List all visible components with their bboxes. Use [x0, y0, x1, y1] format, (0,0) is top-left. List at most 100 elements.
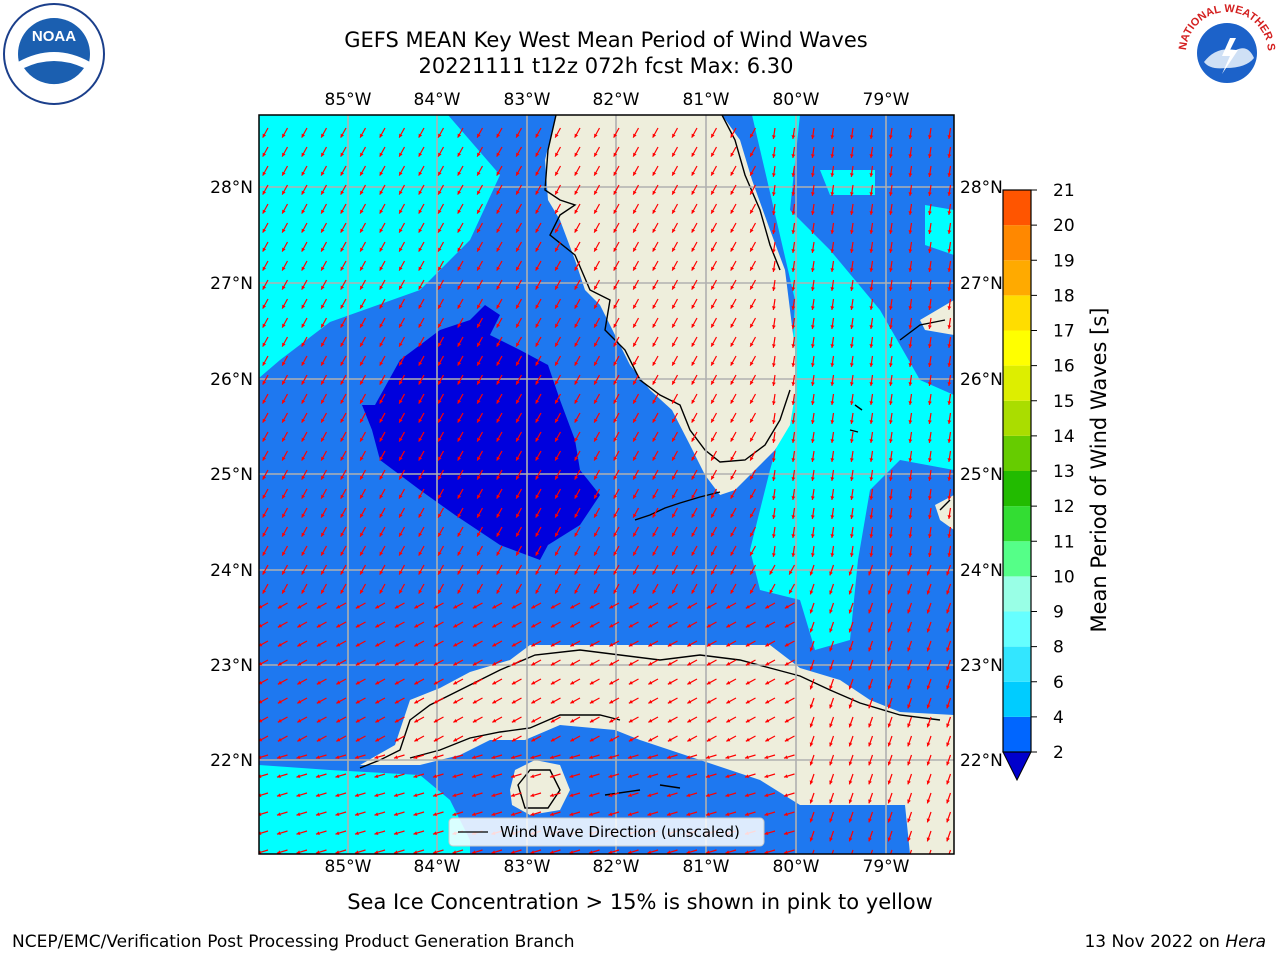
wind-arrow-head: [589, 737, 594, 742]
wind-arrow-head: [321, 171, 325, 176]
wind-arrow-head: [457, 304, 462, 309]
wind-arrow-head: [589, 718, 594, 723]
wind-arrow-head: [672, 266, 676, 271]
wind-arrow-head: [691, 171, 696, 176]
wind-arrow-head: [555, 152, 559, 157]
wind-arrow-head: [379, 475, 384, 480]
wind-arrow-head: [869, 211, 874, 215]
wind-arrow-head: [418, 228, 423, 233]
wind-arrow-head: [672, 304, 676, 309]
wind-arrow-head: [848, 628, 853, 633]
wind-arrow-head: [927, 325, 932, 329]
map-legend: Wind Wave Direction (unscaled): [448, 817, 765, 847]
wind-arrow-head: [926, 590, 931, 595]
wind-arrow-head: [262, 570, 267, 575]
wind-arrow-head: [947, 439, 952, 443]
wind-arrow-head: [438, 380, 442, 385]
wind-arrow-head: [609, 623, 614, 628]
wind-arrow-head: [726, 699, 731, 704]
wind-arrow-head: [374, 850, 379, 854]
wind-arrow-head: [374, 793, 379, 797]
wind-arrow-head: [438, 323, 442, 328]
wind-arrow-head: [296, 774, 301, 778]
wind-arrow-head: [750, 190, 754, 195]
wind-arrow-head: [926, 723, 931, 728]
wind-arrow-head: [849, 856, 853, 860]
wind-arrow-head: [926, 799, 931, 804]
wind-arrow-head: [277, 661, 282, 666]
wind-arrow-head: [354, 850, 359, 854]
wind-arrow-head: [829, 742, 833, 747]
colorbar-segment: [1003, 260, 1031, 296]
wind-arrow-head: [613, 228, 618, 233]
wind-arrow-head: [652, 304, 657, 309]
wind-arrow-head: [375, 642, 380, 647]
wind-arrow-head: [594, 418, 598, 423]
wind-arrow-head: [340, 266, 345, 271]
wind-arrow-head: [908, 325, 913, 329]
wind-arrow-head: [340, 513, 345, 518]
wind-arrow-head: [927, 173, 932, 177]
wind-arrow-head: [927, 287, 932, 291]
wind-arrow-head: [791, 496, 796, 500]
wind-arrow-head: [516, 152, 520, 157]
wind-arrow-head: [321, 247, 325, 252]
wind-arrow-head: [765, 623, 770, 628]
wind-arrow-head: [705, 755, 710, 759]
wind-arrow-head: [730, 133, 735, 138]
wind-arrow-head: [360, 266, 364, 271]
wind-arrow-head: [711, 532, 715, 537]
wind-arrow-head: [492, 718, 497, 723]
wind-arrow-head: [360, 285, 364, 290]
wind-arrow-head: [887, 723, 892, 728]
wind-arrow-head: [888, 287, 893, 291]
wind-arrow-head: [282, 551, 286, 556]
wind-arrow-head: [947, 496, 952, 500]
wind-arrow-head: [667, 642, 672, 647]
wind-arrow-head: [706, 661, 711, 666]
wind-arrow-head: [613, 551, 618, 556]
wind-arrow-head: [360, 494, 364, 499]
wind-arrow-head: [947, 477, 952, 481]
wind-arrow-head: [496, 209, 501, 214]
wind-arrow-head: [535, 532, 540, 537]
wind-arrow-head: [340, 551, 345, 556]
wind-arrow-head: [628, 718, 633, 723]
wind-arrow-head: [711, 152, 715, 157]
wind-arrow-head: [549, 793, 554, 797]
wind-arrow-head: [588, 793, 593, 797]
wind-arrow-head: [907, 799, 911, 804]
wind-arrow-head: [725, 755, 730, 759]
wind-arrow-head: [360, 228, 364, 233]
wind-arrow-head: [574, 361, 579, 366]
map-title-line1: GEFS MEAN Key West Mean Period of Wind W…: [344, 28, 868, 52]
wind-arrow-head: [262, 209, 267, 214]
wind-arrow-head: [535, 171, 540, 176]
wind-arrow-head: [613, 570, 618, 575]
wind-arrow-head: [809, 666, 814, 671]
wind-arrow-head: [810, 363, 815, 367]
wind-arrow-head: [414, 661, 419, 666]
wind-arrow-head: [492, 661, 497, 666]
wind-arrow-head: [457, 475, 462, 480]
wind-arrow-head: [648, 699, 653, 704]
wind-arrow-head: [888, 192, 893, 196]
wind-arrow-head: [750, 380, 754, 385]
wind-arrow-head: [511, 623, 516, 628]
wind-arrow-head: [730, 171, 735, 176]
wind-arrow-head: [297, 699, 302, 704]
wind-arrow-head: [725, 850, 730, 854]
wind-arrow-head: [399, 247, 403, 252]
wind-arrow-head: [379, 589, 384, 594]
wind-arrow-head: [691, 323, 696, 328]
wind-arrow-head: [691, 266, 696, 271]
wind-arrow-head: [457, 361, 462, 366]
wind-arrow-head: [648, 642, 653, 647]
wind-arrow-head: [477, 532, 481, 537]
wind-arrow-head: [418, 589, 423, 594]
wind-arrow-head: [555, 589, 559, 594]
wind-arrow-head: [810, 439, 815, 443]
wind-arrow-head: [613, 589, 618, 594]
wind-arrow-head: [947, 154, 952, 158]
wind-arrow-head: [574, 133, 579, 138]
